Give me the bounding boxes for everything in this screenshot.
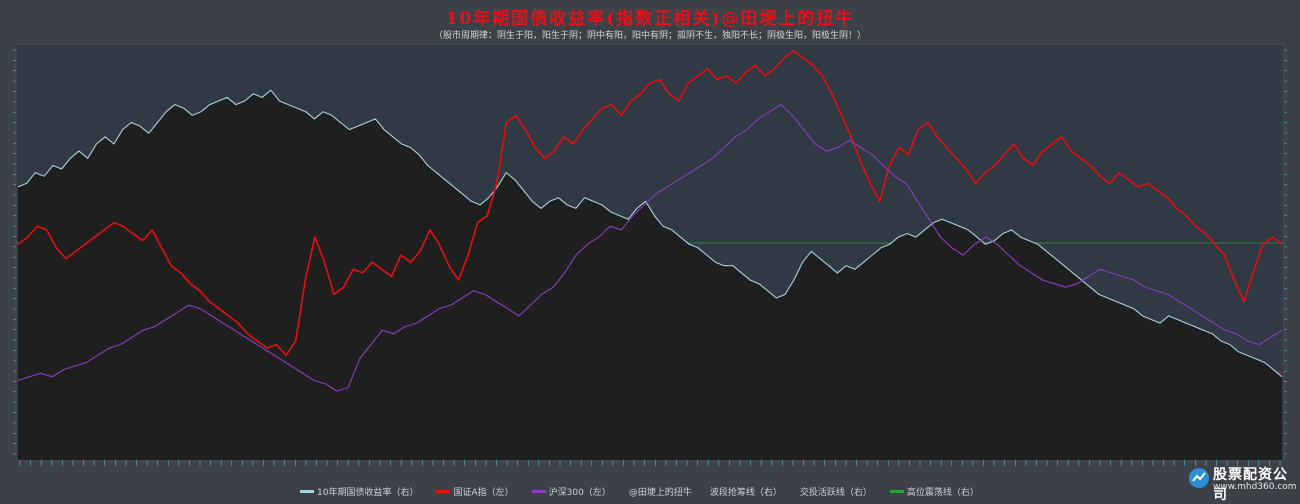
watermark-url: www.mhd360.com: [1213, 482, 1297, 492]
legend-swatch: [889, 489, 904, 493]
legend-label: 国证A指（左）: [453, 487, 514, 498]
legend-item: 高位震荡线（右）: [889, 485, 979, 498]
legend-swatch: [531, 489, 546, 493]
legend-item: 国证A指（左）: [436, 485, 514, 498]
chart-subtitle: （股市周期律：阴生于阳，阳生于阴；阴中有阳，阳中有阴；孤阴不生，独阳不长；阴极生…: [433, 31, 866, 41]
legend-label: 沪深300（左）: [548, 487, 611, 498]
legend-item: @田埂上的扭牛: [629, 485, 692, 498]
legend-swatch: [436, 489, 451, 493]
legend-label: 波段抢筹线（右）: [709, 487, 782, 498]
legend-label: 10年期国债收益率（右）: [317, 487, 419, 498]
legend-item: 交投活跃线（右）: [800, 485, 872, 498]
legend-item: 10年期国债收益率（右）: [300, 485, 418, 498]
legend-item: 沪深300（左）: [531, 485, 611, 498]
legend-item: 波段抢筹线（右）: [710, 485, 782, 498]
series-line-2: [17, 50, 1283, 357]
watermark-logo-icon: [1189, 468, 1209, 488]
watermark-text: 股票配资公司: [1213, 467, 1288, 503]
chart-title: 10年期国债收益率(指数正相关)@田埂上的扭牛: [445, 9, 855, 29]
series-line-3: [17, 104, 1283, 392]
series-area-1: [18, 90, 1282, 460]
legend-label: 高位震荡线（右）: [906, 487, 979, 498]
chart-legend: 10年期国债收益率（右） 国证A指（左） 沪深300（左） @田埂上的扭牛 波段抢筹线（…: [300, 485, 979, 498]
watermark: 股票配资公司 www.mhd360.com: [1185, 464, 1297, 503]
legend-swatch: [300, 489, 314, 493]
series-line-1: [17, 89, 1283, 378]
legend-label: @田埂上的扭牛: [628, 487, 692, 498]
legend-label: 交投活跃线（右）: [799, 487, 872, 498]
